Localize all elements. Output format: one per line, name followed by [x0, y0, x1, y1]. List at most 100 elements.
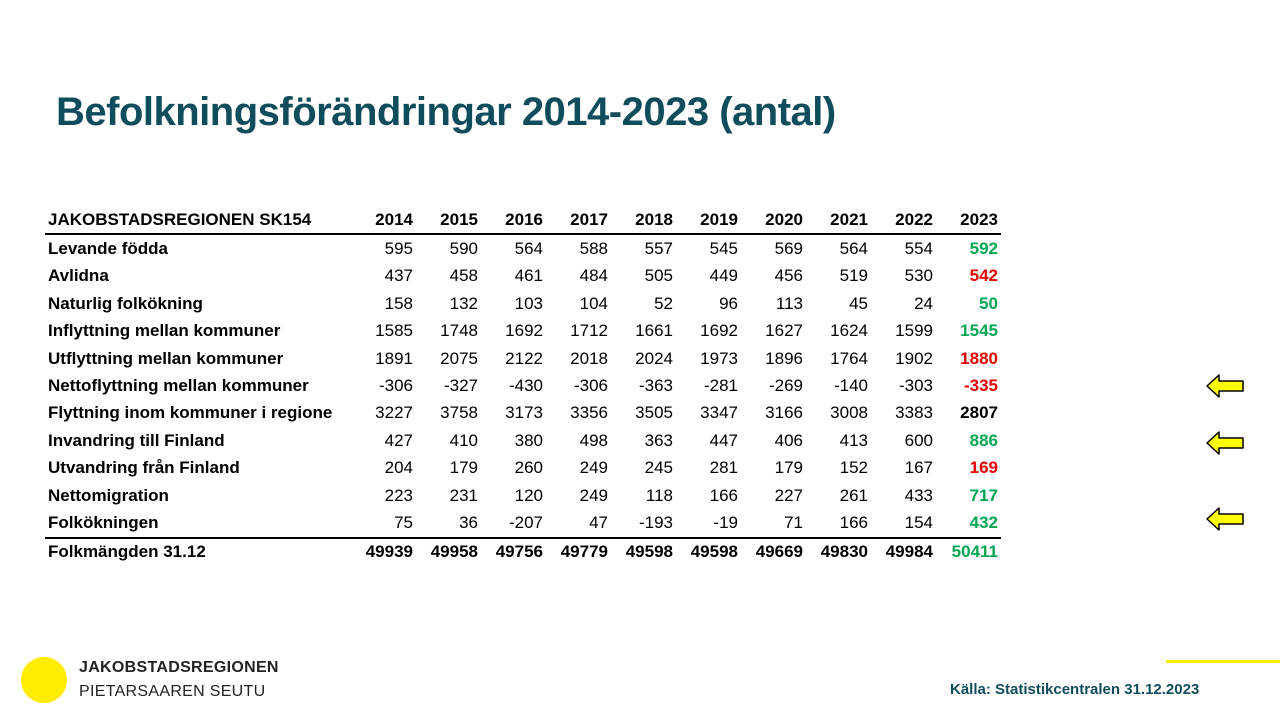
- value-cell: 1692: [700, 321, 738, 341]
- value-cell: -363: [638, 376, 673, 396]
- value-cell: 204: [384, 458, 413, 478]
- value-cell: 3173: [505, 403, 543, 423]
- value-cell: 52: [654, 293, 673, 313]
- total-row: Folkmängden 31.12 49939 49958 49756 49779 495…: [45, 537, 1001, 566]
- table-row: Folkökningen 75 36 -207 47 -193 -19 71 166 154 432: [45, 509, 1001, 537]
- value-cell: 458: [449, 266, 478, 286]
- year-header: 2023: [960, 209, 998, 229]
- table-row: Naturlig folkökning 158 132 103 104 52 96 113 45…: [45, 290, 1001, 317]
- year-header: 2014: [375, 209, 413, 229]
- value-cell: 433: [904, 485, 933, 505]
- row-label: Naturlig folkökning: [48, 293, 203, 313]
- value-cell: -281: [703, 376, 738, 396]
- value-cell: 245: [644, 458, 673, 478]
- table-row: Avlidna 437 458 461 484 505 449 456 519 530 542: [45, 263, 1001, 290]
- value-2023-cell: -335: [963, 376, 998, 396]
- value-cell: 2018: [570, 348, 608, 368]
- year-header: 2022: [895, 209, 933, 229]
- value-cell: 380: [514, 430, 543, 450]
- arrow-left-icon: [1206, 374, 1244, 398]
- value-cell: 49669: [755, 542, 803, 562]
- value-cell: 505: [644, 266, 673, 286]
- value-cell: 24: [914, 293, 933, 313]
- row-label: Flyttning inom kommuner i regione: [48, 403, 333, 423]
- value-cell: 1748: [440, 321, 478, 341]
- year-header: 2016: [505, 209, 543, 229]
- value-cell: 449: [709, 266, 738, 286]
- value-cell: 484: [579, 266, 608, 286]
- value-cell: 249: [579, 485, 608, 505]
- value-cell: 530: [904, 266, 933, 286]
- value-cell: 103: [514, 293, 543, 313]
- value-cell: 363: [644, 430, 673, 450]
- logo-subtitle: PIETARSAAREN SEUTU: [79, 683, 266, 700]
- value-cell: 36: [459, 512, 478, 532]
- value-cell: 554: [904, 239, 933, 259]
- value-cell: 104: [579, 293, 608, 313]
- value-cell: 1627: [765, 321, 803, 341]
- year-header: 2020: [765, 209, 803, 229]
- table-row: Nettoflyttning mellan kommuner -306 -327 -4…: [45, 372, 1001, 399]
- value-cell: -193: [638, 512, 673, 532]
- value-cell: 2075: [440, 348, 478, 368]
- value-cell: 1624: [830, 321, 868, 341]
- row-label: Utflyttning mellan kommuner: [48, 348, 284, 368]
- value-cell: -327: [443, 376, 478, 396]
- row-label: Folkökningen: [48, 512, 159, 532]
- value-cell: -303: [898, 376, 933, 396]
- value-cell: 152: [839, 458, 868, 478]
- value-cell: 519: [839, 266, 868, 286]
- row-label: Folkmängden 31.12: [48, 542, 206, 562]
- value-cell: 1891: [375, 348, 413, 368]
- value-cell: -269: [768, 376, 803, 396]
- table-header-label: JAKOBSTADSREGIONEN SK154: [48, 209, 312, 229]
- arrow-left-icon: [1206, 507, 1244, 531]
- population-change-table: JAKOBSTADSREGIONEN SK154 2014 2015 2016 201…: [45, 206, 1001, 566]
- value-cell: 49939: [365, 542, 413, 562]
- row-label: Invandring till Finland: [48, 430, 225, 450]
- value-cell: -207: [508, 512, 543, 532]
- value-cell: 3356: [570, 403, 608, 423]
- table-row: Invandring till Finland 427 410 380 498 363 44…: [45, 427, 1001, 454]
- value-cell: 461: [514, 266, 543, 286]
- value-cell: 545: [709, 239, 738, 259]
- value-cell: 167: [904, 458, 933, 478]
- value-cell: 437: [384, 266, 413, 286]
- value-cell: 564: [514, 239, 543, 259]
- value-cell: 1585: [375, 321, 413, 341]
- value-cell: 3347: [700, 403, 738, 423]
- value-2023-cell: 1880: [960, 348, 998, 368]
- value-2023-cell: 169: [969, 458, 998, 478]
- year-header: 2019: [700, 209, 738, 229]
- value-cell: 227: [774, 485, 803, 505]
- value-cell: 261: [839, 485, 868, 505]
- value-cell: 413: [839, 430, 868, 450]
- value-cell: 49756: [495, 542, 543, 562]
- value-cell: 49779: [560, 542, 608, 562]
- value-cell: 231: [449, 485, 478, 505]
- value-cell: 223: [384, 485, 413, 505]
- value-2023-cell: 432: [969, 512, 998, 532]
- table-row: Levande födda 595 590 564 588 557 545 569 564 554…: [45, 234, 1001, 262]
- row-label: Levande födda: [48, 239, 168, 259]
- value-cell: 1692: [505, 321, 543, 341]
- value-cell: 132: [449, 293, 478, 313]
- value-cell: 569: [774, 239, 803, 259]
- value-cell: 2122: [505, 348, 543, 368]
- year-header: 2017: [570, 209, 608, 229]
- arrow-left-icon: [1206, 431, 1244, 455]
- table-row: Inflyttning mellan kommuner 1585 1748 1692 1…: [45, 318, 1001, 345]
- value-cell: 166: [709, 485, 738, 505]
- value-cell: 179: [449, 458, 478, 478]
- value-cell: 600: [904, 430, 933, 450]
- value-cell: 3008: [830, 403, 868, 423]
- value-cell: -306: [573, 376, 608, 396]
- table-row: Utflyttning mellan kommuner 1891 2075 2122 2…: [45, 345, 1001, 372]
- value-cell: 1764: [830, 348, 868, 368]
- value-cell: 96: [719, 293, 738, 313]
- value-cell: 1902: [895, 348, 933, 368]
- value-cell: 456: [774, 266, 803, 286]
- row-label: Nettoflyttning mellan kommuner: [48, 376, 309, 396]
- value-cell: 166: [839, 512, 868, 532]
